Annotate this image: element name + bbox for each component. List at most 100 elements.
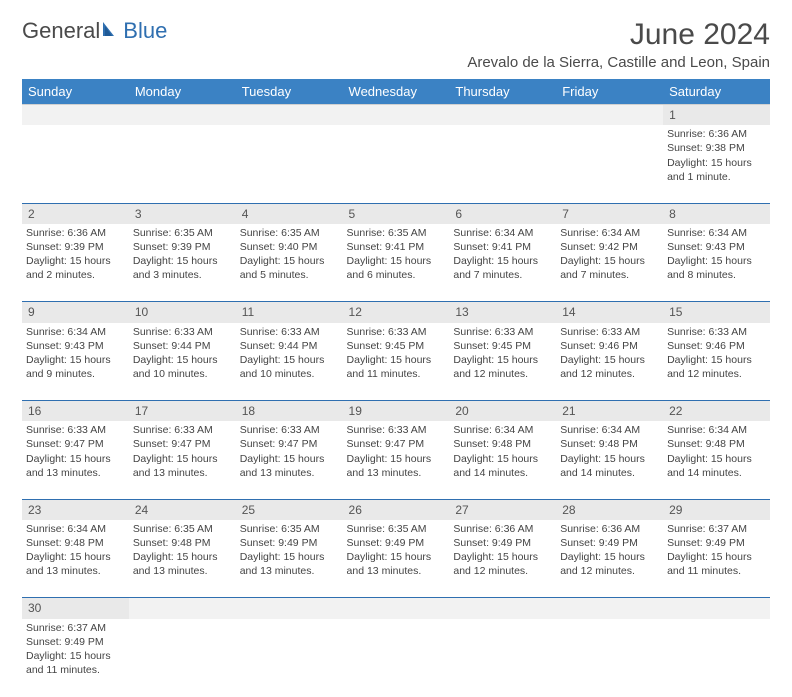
day-number-cell: 27 bbox=[449, 499, 556, 520]
day-cell: Sunrise: 6:35 AMSunset: 9:40 PMDaylight:… bbox=[236, 224, 343, 302]
sunrise-text: Sunrise: 6:35 AM bbox=[133, 522, 232, 536]
weekday-header: Tuesday bbox=[236, 79, 343, 105]
day-cell bbox=[449, 125, 556, 203]
daylight-text: Daylight: 15 hours and 9 minutes. bbox=[26, 353, 125, 381]
sunrise-text: Sunrise: 6:36 AM bbox=[26, 226, 125, 240]
sunrise-text: Sunrise: 6:35 AM bbox=[240, 522, 339, 536]
day-number: 20 bbox=[455, 404, 468, 418]
sunrise-text: Sunrise: 6:36 AM bbox=[560, 522, 659, 536]
day-number-cell: 7 bbox=[556, 203, 663, 224]
day-number-cell: 12 bbox=[343, 302, 450, 323]
day-content-row: Sunrise: 6:36 AMSunset: 9:39 PMDaylight:… bbox=[22, 224, 770, 302]
day-cell bbox=[236, 619, 343, 697]
sunrise-text: Sunrise: 6:36 AM bbox=[453, 522, 552, 536]
day-number: 26 bbox=[349, 503, 362, 517]
day-cell bbox=[22, 125, 129, 203]
sunset-text: Sunset: 9:40 PM bbox=[240, 240, 339, 254]
daylight-text: Daylight: 15 hours and 12 minutes. bbox=[667, 353, 766, 381]
day-number: 24 bbox=[135, 503, 148, 517]
daylight-text: Daylight: 15 hours and 7 minutes. bbox=[560, 254, 659, 282]
sunset-text: Sunset: 9:45 PM bbox=[347, 339, 446, 353]
day-number: 2 bbox=[28, 207, 35, 221]
sunset-text: Sunset: 9:49 PM bbox=[560, 536, 659, 550]
day-cell: Sunrise: 6:33 AMSunset: 9:45 PMDaylight:… bbox=[343, 323, 450, 401]
sail-icon bbox=[101, 18, 121, 44]
daylight-text: Daylight: 15 hours and 8 minutes. bbox=[667, 254, 766, 282]
sunset-text: Sunset: 9:46 PM bbox=[667, 339, 766, 353]
day-cell: Sunrise: 6:35 AMSunset: 9:41 PMDaylight:… bbox=[343, 224, 450, 302]
day-number-cell: 5 bbox=[343, 203, 450, 224]
title-block: June 2024 Arevalo de la Sierra, Castille… bbox=[467, 18, 770, 71]
sunset-text: Sunset: 9:47 PM bbox=[347, 437, 446, 451]
day-number: 6 bbox=[455, 207, 462, 221]
sunset-text: Sunset: 9:48 PM bbox=[667, 437, 766, 451]
day-number-cell: 10 bbox=[129, 302, 236, 323]
sunrise-text: Sunrise: 6:33 AM bbox=[240, 325, 339, 339]
day-number: 18 bbox=[242, 404, 255, 418]
day-number-cell: 30 bbox=[22, 598, 129, 619]
day-number-cell: 13 bbox=[449, 302, 556, 323]
day-number-row: 9 10 11 1213 14 15 bbox=[22, 302, 770, 323]
day-number-cell: 23 bbox=[22, 499, 129, 520]
day-cell: Sunrise: 6:33 AMSunset: 9:44 PMDaylight:… bbox=[236, 323, 343, 401]
weekday-header-row: Sunday Monday Tuesday Wednesday Thursday… bbox=[22, 79, 770, 105]
weekday-header: Friday bbox=[556, 79, 663, 105]
day-cell bbox=[556, 619, 663, 697]
sunrise-text: Sunrise: 6:33 AM bbox=[347, 423, 446, 437]
day-number-row: 2345678 bbox=[22, 203, 770, 224]
day-number: 14 bbox=[562, 305, 575, 319]
day-cell bbox=[129, 125, 236, 203]
day-number-row: 1 bbox=[22, 105, 770, 126]
day-number: 15 bbox=[669, 305, 682, 319]
weekday-header: Thursday bbox=[449, 79, 556, 105]
weekday-header: Monday bbox=[129, 79, 236, 105]
day-number-cell: 9 bbox=[22, 302, 129, 323]
day-number-cell: 26 bbox=[343, 499, 450, 520]
day-number-row: 30 bbox=[22, 598, 770, 619]
day-number: 9 bbox=[28, 305, 35, 319]
day-number-cell bbox=[343, 598, 450, 619]
day-content-row: Sunrise: 6:34 AMSunset: 9:48 PMDaylight:… bbox=[22, 520, 770, 598]
sunset-text: Sunset: 9:43 PM bbox=[26, 339, 125, 353]
sunset-text: Sunset: 9:41 PM bbox=[453, 240, 552, 254]
day-number-cell bbox=[129, 598, 236, 619]
day-number-cell bbox=[449, 105, 556, 126]
day-number: 1 bbox=[669, 108, 676, 122]
daylight-text: Daylight: 15 hours and 11 minutes. bbox=[26, 649, 125, 677]
day-number: 19 bbox=[349, 404, 362, 418]
day-number: 21 bbox=[562, 404, 575, 418]
sunset-text: Sunset: 9:43 PM bbox=[667, 240, 766, 254]
sunrise-text: Sunrise: 6:33 AM bbox=[240, 423, 339, 437]
sunset-text: Sunset: 9:48 PM bbox=[453, 437, 552, 451]
day-number-cell: 17 bbox=[129, 401, 236, 422]
sunrise-text: Sunrise: 6:35 AM bbox=[240, 226, 339, 240]
day-cell: Sunrise: 6:35 AMSunset: 9:49 PMDaylight:… bbox=[236, 520, 343, 598]
weekday-header: Wednesday bbox=[343, 79, 450, 105]
day-number: 30 bbox=[28, 601, 41, 615]
day-cell: Sunrise: 6:35 AMSunset: 9:49 PMDaylight:… bbox=[343, 520, 450, 598]
day-cell bbox=[449, 619, 556, 697]
daylight-text: Daylight: 15 hours and 1 minute. bbox=[667, 156, 766, 184]
day-number: 11 bbox=[242, 305, 254, 319]
daylight-text: Daylight: 15 hours and 14 minutes. bbox=[560, 452, 659, 480]
daylight-text: Daylight: 15 hours and 11 minutes. bbox=[347, 353, 446, 381]
sunrise-text: Sunrise: 6:36 AM bbox=[667, 127, 766, 141]
day-number-cell bbox=[236, 105, 343, 126]
sunrise-text: Sunrise: 6:33 AM bbox=[133, 325, 232, 339]
day-number-row: 16171819202122 bbox=[22, 401, 770, 422]
day-number-cell: 24 bbox=[129, 499, 236, 520]
day-cell: Sunrise: 6:33 AMSunset: 9:47 PMDaylight:… bbox=[343, 421, 450, 499]
location-subtitle: Arevalo de la Sierra, Castille and Leon,… bbox=[467, 54, 770, 71]
day-number: 8 bbox=[669, 207, 676, 221]
sunset-text: Sunset: 9:49 PM bbox=[347, 536, 446, 550]
sunrise-text: Sunrise: 6:34 AM bbox=[453, 423, 552, 437]
day-cell: Sunrise: 6:36 AMSunset: 9:39 PMDaylight:… bbox=[22, 224, 129, 302]
day-number-cell bbox=[236, 598, 343, 619]
sunrise-text: Sunrise: 6:33 AM bbox=[667, 325, 766, 339]
day-number: 23 bbox=[28, 503, 41, 517]
sunset-text: Sunset: 9:47 PM bbox=[240, 437, 339, 451]
day-number-cell: 20 bbox=[449, 401, 556, 422]
day-cell: Sunrise: 6:36 AMSunset: 9:49 PMDaylight:… bbox=[556, 520, 663, 598]
sunrise-text: Sunrise: 6:35 AM bbox=[347, 226, 446, 240]
day-number-cell bbox=[449, 598, 556, 619]
